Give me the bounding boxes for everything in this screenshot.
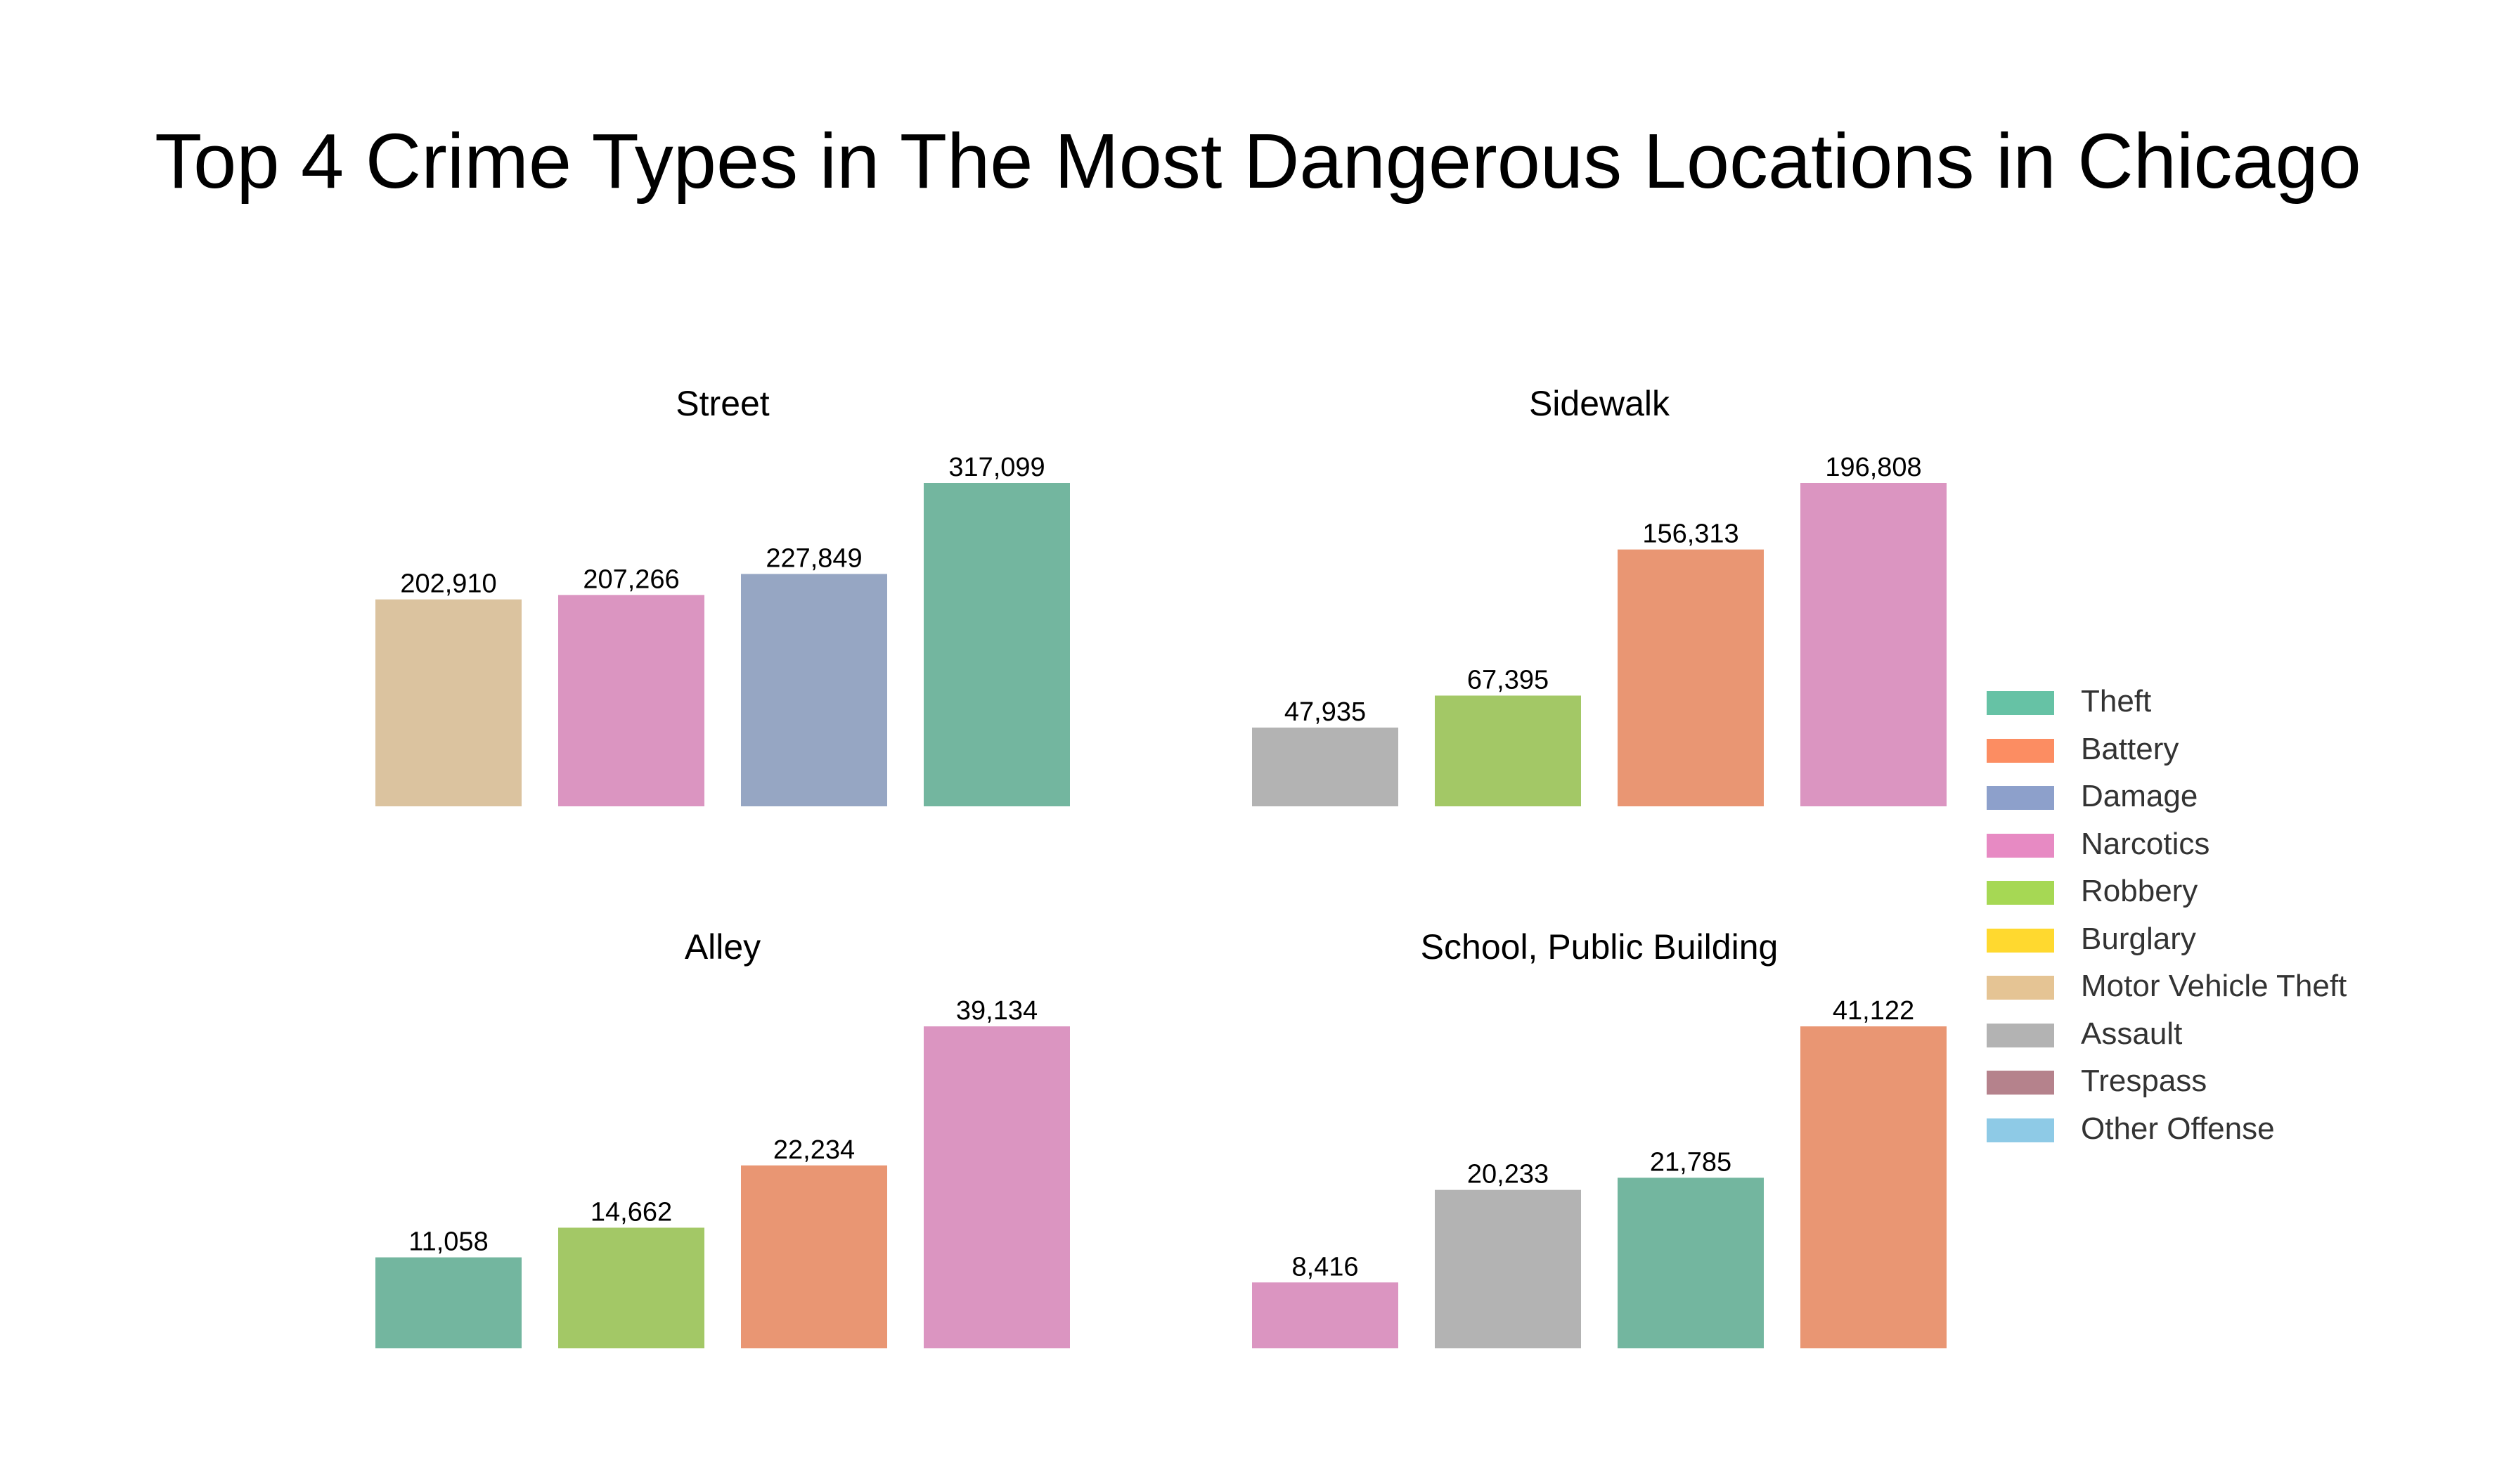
bar-assault (1252, 727, 1398, 806)
bar-narcotics (1800, 483, 1947, 806)
legend-swatch (1987, 691, 2054, 715)
bar-narcotics (1252, 1282, 1398, 1348)
subplot-2: Sidewalk 47,935 67,395 156,313 196,808 (1252, 384, 1947, 806)
legend-swatch (1987, 833, 2054, 858)
subplot-title: School, Public Building (1421, 927, 1779, 967)
legend-item: Battery (1987, 728, 2493, 776)
subplot-title: Sidewalk (1529, 384, 1670, 423)
subplot-3: Alley 11,058 14,662 22,234 39,134 (375, 927, 1070, 1348)
legend-swatch (1987, 1071, 2054, 1095)
bar-value-label: 47,935 (1284, 697, 1366, 727)
legend-label: Burglary (2081, 921, 2196, 956)
bar-narcotics (558, 595, 704, 806)
bar-value-label: 11,058 (408, 1227, 488, 1257)
bar-value-label: 8,416 (1291, 1252, 1358, 1282)
bar-value-label: 156,313 (1642, 520, 1738, 549)
legend-item: Narcotics (1987, 823, 2493, 871)
chart-title: Top 4 Crime Types in The Most Dangerous … (155, 118, 2361, 205)
legend-item: Other Offense (1987, 1108, 2493, 1156)
bar-damage (741, 574, 887, 806)
bar-value-label: 207,266 (583, 564, 679, 594)
legend-label: Motor Vehicle Theft (2081, 969, 2347, 1003)
subplot-4: School, Public Building 8,416 20,233 21,785… (1252, 927, 1947, 1348)
legend-label: Trespass (2081, 1064, 2207, 1098)
bar-value-label: 39,134 (956, 996, 1038, 1026)
bar-theft (1618, 1177, 1764, 1348)
legend-item: Motor Vehicle Theft (1987, 965, 2493, 1013)
legend-label: Damage (2081, 779, 2198, 813)
legend-label: Narcotics (2081, 826, 2210, 861)
bar-value-label: 67,395 (1467, 665, 1549, 695)
bar-value-label: 41,122 (1833, 996, 1914, 1026)
legend-swatch (1987, 881, 2054, 905)
bar-value-label: 21,785 (1650, 1147, 1731, 1177)
legend-label: Assault (2081, 1016, 2183, 1051)
legend-swatch (1987, 738, 2054, 763)
bar-value-label: 14,662 (591, 1197, 672, 1227)
bar-theft (375, 1257, 522, 1348)
bar-robbery (558, 1227, 704, 1348)
legend-swatch (1987, 1118, 2054, 1142)
chart-legend: Theft Battery Damage Narcotics Robbery Burgla… (1987, 680, 2493, 1155)
bar-battery (741, 1165, 887, 1348)
legend-swatch (1987, 976, 2054, 1000)
bar-robbery (1435, 695, 1581, 806)
bar-assault (1435, 1189, 1581, 1348)
bar-narcotics (924, 1026, 1070, 1348)
bar-motor-vehicle-theft (375, 599, 522, 806)
bar-battery (1800, 1026, 1947, 1348)
subplot-title: Alley (685, 927, 761, 967)
subplot-1: Street 202,910 207,266 227,849 317,099 (375, 384, 1070, 806)
bar-value-label: 22,234 (773, 1135, 855, 1165)
legend-label: Other Offense (2081, 1111, 2275, 1146)
legend-item: Theft (1987, 680, 2493, 728)
legend-swatch (1987, 1023, 2054, 1047)
bar-value-label: 227,849 (766, 543, 862, 573)
legend-label: Battery (2081, 731, 2179, 766)
bar-value-label: 20,233 (1467, 1160, 1549, 1189)
bar-theft (924, 483, 1070, 806)
legend-item: Damage (1987, 775, 2493, 823)
legend-swatch (1987, 786, 2054, 810)
bar-value-label: 317,099 (948, 453, 1045, 482)
bar-value-label: 196,808 (1825, 453, 1921, 482)
legend-label: Robbery (2081, 874, 2198, 908)
legend-item: Burglary (1987, 918, 2493, 966)
bar-battery (1618, 549, 1764, 806)
legend-item: Robbery (1987, 870, 2493, 918)
legend-item: Assault (1987, 1013, 2493, 1061)
legend-item: Trespass (1987, 1060, 2493, 1108)
legend-label: Theft (2081, 684, 2152, 718)
legend-swatch (1987, 928, 2054, 953)
subplot-title: Street (676, 384, 770, 423)
bar-value-label: 202,910 (400, 569, 496, 599)
